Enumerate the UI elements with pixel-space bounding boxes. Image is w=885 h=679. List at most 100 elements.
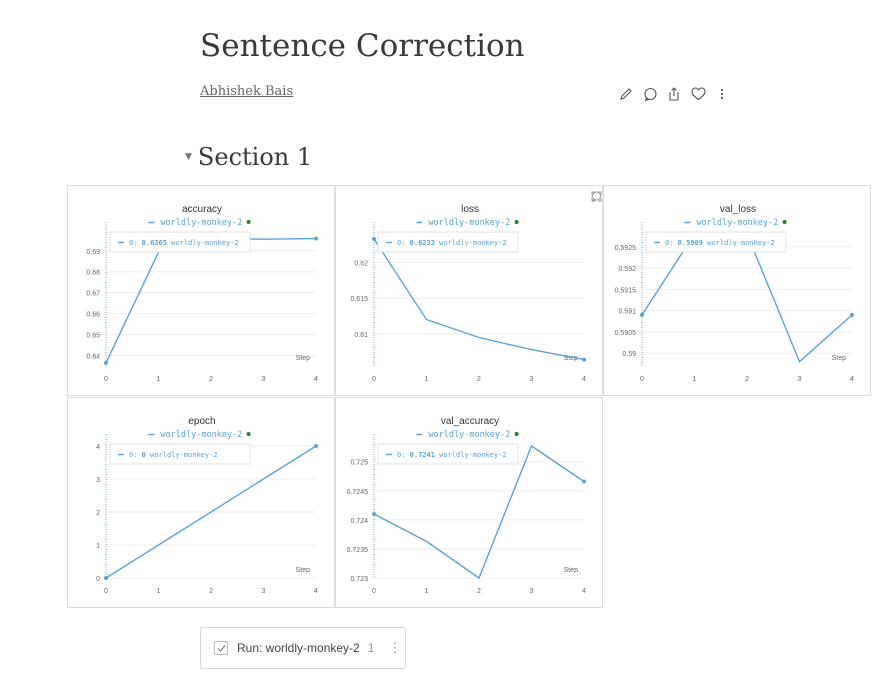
heart-icon[interactable] — [690, 86, 706, 102]
caret-down-icon[interactable]: ▼ — [185, 152, 192, 162]
x-tick-label: 2 — [477, 588, 481, 595]
report-actions — [618, 86, 730, 102]
chart-panel-loss[interactable]: loss worldly-monkey-2 0.61 0.615 0.62 0 1 2 3 4 St… — [335, 185, 603, 396]
series-line — [641, 233, 853, 363]
author-link[interactable]: Abhishek Bais — [200, 84, 294, 99]
legend-label: worldly-monkey-2 — [428, 430, 510, 440]
chart-title: accuracy — [182, 204, 222, 215]
share-icon[interactable] — [666, 86, 682, 102]
y-tick-label: 1 — [96, 543, 100, 550]
x-tick-label: 2 — [477, 376, 481, 383]
chart-svg: val_accuracy worldly-monkey-2 0.723 0.7235 0… — [347, 416, 586, 595]
y-tick-label: 0.62 — [354, 261, 368, 268]
x-tick-label: 1 — [693, 376, 697, 383]
legend-label: worldly-monkey-2 — [696, 218, 778, 228]
tooltip-run: worldly-monkey-2 — [435, 451, 507, 459]
y-tick-label: 3 — [96, 477, 100, 484]
tooltip-text: 0: 0.6233 worldly-monkey-2 — [397, 239, 507, 247]
tooltip-box — [109, 443, 251, 465]
y-tick-label: 0.7235 — [347, 547, 369, 554]
chart-title: val_accuracy — [441, 416, 499, 427]
x-axis-label: Step — [564, 567, 579, 574]
tooltip-box — [109, 231, 251, 253]
data-point — [372, 512, 376, 517]
x-tick-label: 0 — [640, 376, 644, 383]
series-line — [105, 237, 317, 364]
hover-tooltip: 0: 0.6365 worldly-monkey-2 — [109, 231, 251, 253]
x-tick-label: 2 — [745, 376, 749, 383]
legend-run-dot — [514, 432, 519, 436]
y-tick-label: 0.61 — [354, 332, 368, 339]
y-tick-label: 0.5925 — [615, 245, 637, 252]
x-tick-label: 4 — [582, 588, 586, 595]
y-tick-label: 0.69 — [86, 249, 100, 256]
data-point — [582, 479, 586, 484]
x-tick-label: 0 — [104, 588, 108, 595]
chart-legend: worldly-monkey-2 — [684, 218, 787, 228]
tooltip-box — [377, 231, 519, 253]
x-tick-label: 0 — [372, 376, 376, 383]
run-selector[interactable]: Run: worldly-monkey-2 1 ⋮ — [200, 627, 406, 669]
data-point — [582, 357, 586, 362]
x-axis-label: Step — [564, 355, 579, 362]
x-tick-label: 1 — [425, 376, 429, 383]
legend-run-dot — [246, 432, 251, 436]
legend-run-dot — [782, 220, 787, 224]
chart-panel-val-loss[interactable]: val_loss worldly-monkey-2 0.59 0.5905 0.591 0… — [603, 185, 871, 396]
run-checkbox[interactable] — [214, 641, 228, 655]
chart-legend: worldly-monkey-2 — [416, 218, 519, 228]
section-header[interactable]: ▼ Section 1 — [185, 143, 312, 171]
chart-panel-epoch[interactable]: epoch worldly-monkey-2 0 1 2 3 4 0 1 2 3 4 Step 0: 0 … — [67, 397, 335, 608]
x-tick-label: 2 — [209, 588, 213, 595]
legend-run-dot — [246, 220, 251, 224]
y-tick-label: 0.592 — [618, 266, 636, 273]
chart-title: val_loss — [720, 204, 756, 215]
y-tick-label: 0.725 — [350, 460, 368, 467]
y-tick-label: 2 — [96, 510, 100, 517]
tooltip-prefix: 0: — [665, 239, 678, 247]
y-tick-label: 0.67 — [86, 291, 100, 298]
y-tick-label: 4 — [96, 444, 100, 451]
tooltip-value: 0.5909 — [678, 239, 703, 247]
y-tick-label: 0.5905 — [615, 330, 637, 337]
x-tick-label: 3 — [530, 376, 534, 383]
hover-tooltip: 0: 0.7241 worldly-monkey-2 — [377, 443, 519, 465]
tooltip-prefix: 0: — [129, 239, 142, 247]
x-tick-label: 3 — [262, 376, 266, 383]
tooltip-box — [377, 443, 519, 465]
pencil-icon[interactable] — [618, 86, 634, 102]
run-label: Run: worldly-monkey-2 — [237, 641, 360, 655]
y-tick-label: 0 — [96, 576, 100, 583]
y-tick-label: 0.591 — [618, 309, 636, 316]
series-line — [373, 238, 585, 361]
x-tick-label: 3 — [262, 588, 266, 595]
x-tick-label: 0 — [104, 376, 108, 383]
chart-legend: worldly-monkey-2 — [148, 218, 251, 228]
y-tick-label: 0.724 — [350, 518, 368, 525]
x-tick-label: 1 — [157, 376, 161, 383]
comment-icon[interactable] — [642, 86, 658, 102]
tooltip-value: 0.7241 — [410, 451, 435, 459]
y-tick-label: 0.5915 — [615, 287, 637, 294]
tooltip-prefix: 0: — [397, 451, 410, 459]
x-tick-label: 4 — [314, 376, 318, 383]
x-tick-label: 1 — [157, 588, 161, 595]
more-vertical-icon[interactable] — [714, 86, 730, 102]
chart-title: epoch — [188, 416, 215, 427]
data-point — [104, 360, 108, 365]
x-tick-label: 0 — [372, 588, 376, 595]
tooltip-prefix: 0: — [129, 451, 142, 459]
y-tick-label: 0.66 — [86, 312, 100, 319]
more-vertical-icon[interactable]: ⋮ — [388, 640, 402, 655]
series-line — [373, 444, 585, 580]
section-title: Section 1 — [197, 143, 313, 171]
chart-panel-accuracy[interactable]: accuracy worldly-monkey-2 0.64 0.65 0.66 0.67… — [67, 185, 335, 396]
tooltip-text: 0: 0.7241 worldly-monkey-2 — [397, 451, 507, 459]
tooltip-box — [645, 231, 787, 253]
legend-run-dot — [514, 220, 519, 224]
chart-svg: accuracy worldly-monkey-2 0.64 0.65 0.66 0.67… — [86, 204, 318, 383]
chart-panel-val-accuracy[interactable]: val_accuracy worldly-monkey-2 0.723 0.7235 0… — [335, 397, 603, 608]
x-axis-label: Step — [832, 355, 847, 362]
x-axis-label: Step — [296, 355, 311, 362]
